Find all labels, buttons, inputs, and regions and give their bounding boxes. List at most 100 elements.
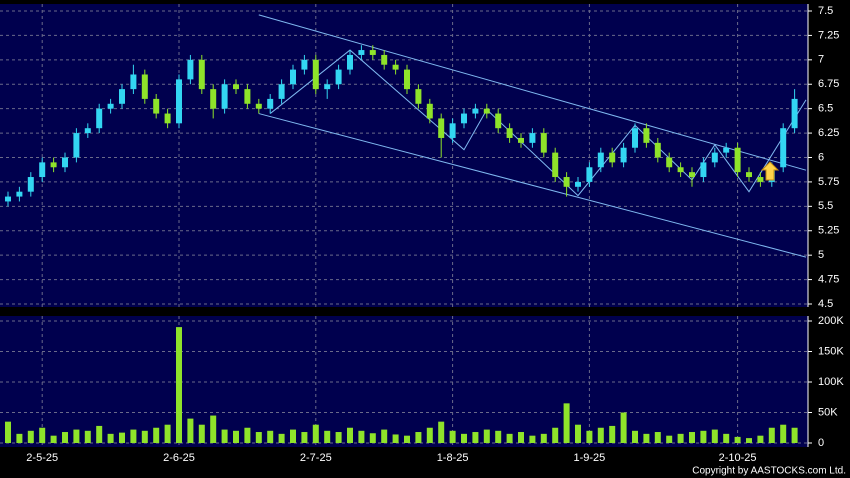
candle-body [734, 147, 741, 173]
candle-body [96, 108, 103, 129]
volume-bar [632, 430, 638, 443]
y-tick-label: 5.75 [818, 176, 839, 188]
volume-tick-label: 50K [818, 406, 838, 418]
volume-bar [654, 432, 661, 443]
y-tick-label: 7.25 [818, 29, 839, 41]
volume-bar [472, 432, 479, 443]
candle-body [711, 152, 718, 163]
volume-bar [392, 434, 399, 443]
volume-bar [461, 433, 467, 443]
candle-body [654, 142, 661, 158]
y-tick-label: 5.5 [818, 200, 833, 212]
candle-body [404, 69, 410, 90]
candle-body [267, 98, 274, 109]
candle-body [791, 98, 798, 129]
candle-body [472, 108, 479, 114]
volume-bar [506, 433, 513, 443]
candle-body [130, 74, 137, 90]
volume-bar [244, 427, 251, 443]
candle-body [50, 162, 57, 168]
candle-body [563, 177, 570, 187]
volume-bar [438, 421, 445, 443]
volume-bar [62, 432, 68, 443]
candle-body [700, 162, 707, 178]
candle-body [255, 103, 262, 109]
candle-body [575, 181, 581, 187]
x-tick-label: 2-7-25 [300, 452, 332, 464]
candle-body [73, 133, 80, 158]
candle-body [540, 133, 547, 153]
candle-body [723, 147, 730, 153]
volume-bar [677, 433, 684, 443]
candle-body [119, 89, 125, 104]
volume-bar [643, 433, 650, 443]
candle-body [426, 103, 433, 119]
x-tick-label: 2-6-25 [163, 452, 195, 464]
trendline [269, 49, 807, 197]
volume-bar [518, 432, 524, 443]
candle-body [278, 84, 285, 99]
volume-bar [689, 432, 695, 443]
volume-bar [768, 427, 775, 443]
volume-bar [301, 432, 308, 443]
candle-body [438, 118, 445, 138]
volume-bar [711, 429, 718, 443]
candle-body [16, 191, 23, 197]
candle-body [620, 147, 627, 163]
candle-body [415, 89, 422, 104]
volume-bar [734, 436, 741, 443]
x-tick-label: 2-10-25 [719, 452, 757, 464]
volume-bar [290, 429, 296, 443]
candle-body [221, 84, 228, 109]
y-tick-label: 4.5 [818, 298, 833, 310]
candle-body [609, 152, 616, 163]
y-tick-label: 6.75 [818, 78, 839, 90]
candle-body [5, 196, 11, 202]
candle-body [780, 128, 787, 168]
candle-body [301, 59, 308, 70]
candle-body [335, 69, 342, 85]
candle-body [677, 167, 684, 173]
candle-body [586, 167, 593, 182]
y-tick-label: 7.5 [818, 5, 833, 17]
volume-bar [141, 430, 148, 443]
volume-bar [335, 432, 342, 443]
volume-bar [39, 427, 46, 443]
candle-body [369, 50, 376, 55]
candle-body [244, 89, 251, 104]
candle-body [324, 84, 331, 90]
y-tick-label: 6.5 [818, 103, 833, 115]
volume-bar [176, 327, 182, 443]
candle-body [381, 54, 388, 65]
volume-bar [278, 433, 285, 443]
candle-body [164, 113, 171, 124]
candle-body [666, 157, 673, 168]
volume-bar [791, 427, 798, 443]
volume-bar [529, 435, 536, 443]
candle-body [392, 64, 399, 70]
volume-bar [495, 430, 502, 443]
signal-arrow [760, 161, 780, 181]
candle-body [233, 84, 239, 90]
volume-bar [153, 427, 160, 443]
candle-body [449, 123, 456, 138]
volume-bar [563, 403, 570, 443]
y-tick-label: 5 [818, 249, 824, 261]
candle-body [461, 113, 467, 124]
candle-body [39, 162, 46, 178]
y-tick-label: 4.75 [818, 273, 839, 285]
trendline [258, 113, 807, 258]
volume-bar [426, 427, 433, 443]
volume-bar [404, 435, 410, 443]
candle-body [495, 113, 502, 129]
volume-bar [609, 425, 616, 443]
candle-body [529, 133, 536, 143]
volume-bar [358, 430, 365, 443]
volume-bar [415, 432, 422, 443]
y-tick-label: 5.25 [818, 225, 839, 237]
candle-body [757, 177, 764, 182]
candle-body [198, 59, 205, 90]
candle-body [210, 89, 217, 109]
volume-bar [73, 429, 80, 443]
